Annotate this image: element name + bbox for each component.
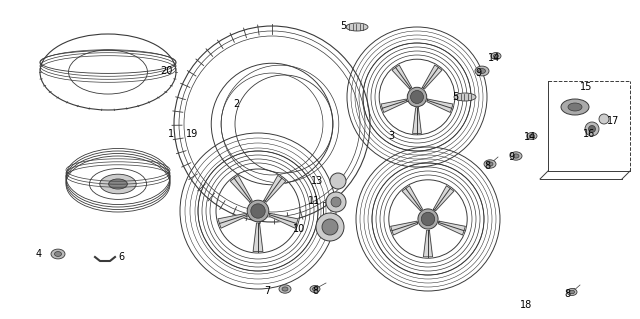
Text: 8: 8 xyxy=(564,289,570,299)
Text: 3: 3 xyxy=(388,131,394,141)
Ellipse shape xyxy=(109,179,127,189)
Polygon shape xyxy=(424,230,433,257)
Circle shape xyxy=(418,209,438,229)
Ellipse shape xyxy=(310,286,320,293)
Text: 1: 1 xyxy=(168,129,174,139)
Ellipse shape xyxy=(316,213,344,241)
Text: 8: 8 xyxy=(484,161,490,171)
Polygon shape xyxy=(422,65,442,89)
Ellipse shape xyxy=(279,285,291,293)
Text: 8: 8 xyxy=(312,286,318,296)
Polygon shape xyxy=(381,99,407,112)
Ellipse shape xyxy=(475,66,489,76)
Ellipse shape xyxy=(529,134,534,138)
Polygon shape xyxy=(413,108,421,133)
Text: 7: 7 xyxy=(264,286,270,296)
Circle shape xyxy=(410,91,424,103)
Ellipse shape xyxy=(484,160,496,168)
Polygon shape xyxy=(218,213,247,228)
Ellipse shape xyxy=(491,53,501,60)
Ellipse shape xyxy=(568,103,582,111)
Ellipse shape xyxy=(331,197,341,207)
Text: 16: 16 xyxy=(583,129,595,139)
Ellipse shape xyxy=(493,54,499,58)
Ellipse shape xyxy=(330,173,346,189)
Ellipse shape xyxy=(479,69,486,73)
Polygon shape xyxy=(392,65,412,89)
Circle shape xyxy=(247,200,269,222)
Polygon shape xyxy=(264,175,286,202)
Polygon shape xyxy=(402,186,422,211)
Text: 19: 19 xyxy=(186,129,198,139)
Text: 6: 6 xyxy=(118,252,124,262)
Ellipse shape xyxy=(513,154,519,158)
Ellipse shape xyxy=(346,23,368,31)
Ellipse shape xyxy=(322,219,338,235)
Ellipse shape xyxy=(561,99,589,115)
Text: 11: 11 xyxy=(308,196,320,206)
Circle shape xyxy=(251,204,265,218)
Text: 14: 14 xyxy=(488,53,500,63)
Text: 18: 18 xyxy=(520,300,532,310)
Ellipse shape xyxy=(567,288,577,295)
Text: 5: 5 xyxy=(452,92,458,102)
Polygon shape xyxy=(230,175,252,202)
Text: 13: 13 xyxy=(311,176,323,186)
Ellipse shape xyxy=(487,162,493,166)
Ellipse shape xyxy=(510,152,522,160)
Polygon shape xyxy=(433,186,454,211)
Text: 5: 5 xyxy=(340,21,346,31)
Text: 15: 15 xyxy=(580,82,592,92)
Ellipse shape xyxy=(100,174,136,194)
Text: 4: 4 xyxy=(36,249,42,259)
Ellipse shape xyxy=(454,93,476,101)
Polygon shape xyxy=(438,221,465,235)
Ellipse shape xyxy=(282,287,288,291)
Text: 9: 9 xyxy=(475,68,481,78)
Polygon shape xyxy=(390,221,418,235)
Ellipse shape xyxy=(570,290,575,294)
Ellipse shape xyxy=(599,114,609,124)
Ellipse shape xyxy=(51,249,65,259)
Polygon shape xyxy=(427,99,453,112)
Ellipse shape xyxy=(312,287,317,291)
Polygon shape xyxy=(269,213,298,228)
Text: 10: 10 xyxy=(292,224,305,234)
Circle shape xyxy=(407,87,427,107)
Text: 2: 2 xyxy=(233,99,239,109)
Ellipse shape xyxy=(585,122,599,136)
Text: 9: 9 xyxy=(508,152,514,162)
Ellipse shape xyxy=(527,132,537,139)
Text: 14: 14 xyxy=(524,132,536,142)
Text: 20: 20 xyxy=(160,66,172,76)
Circle shape xyxy=(421,212,435,226)
Polygon shape xyxy=(253,223,263,251)
Text: 17: 17 xyxy=(607,116,620,126)
Ellipse shape xyxy=(589,125,595,132)
Ellipse shape xyxy=(326,192,346,212)
Ellipse shape xyxy=(54,252,61,256)
